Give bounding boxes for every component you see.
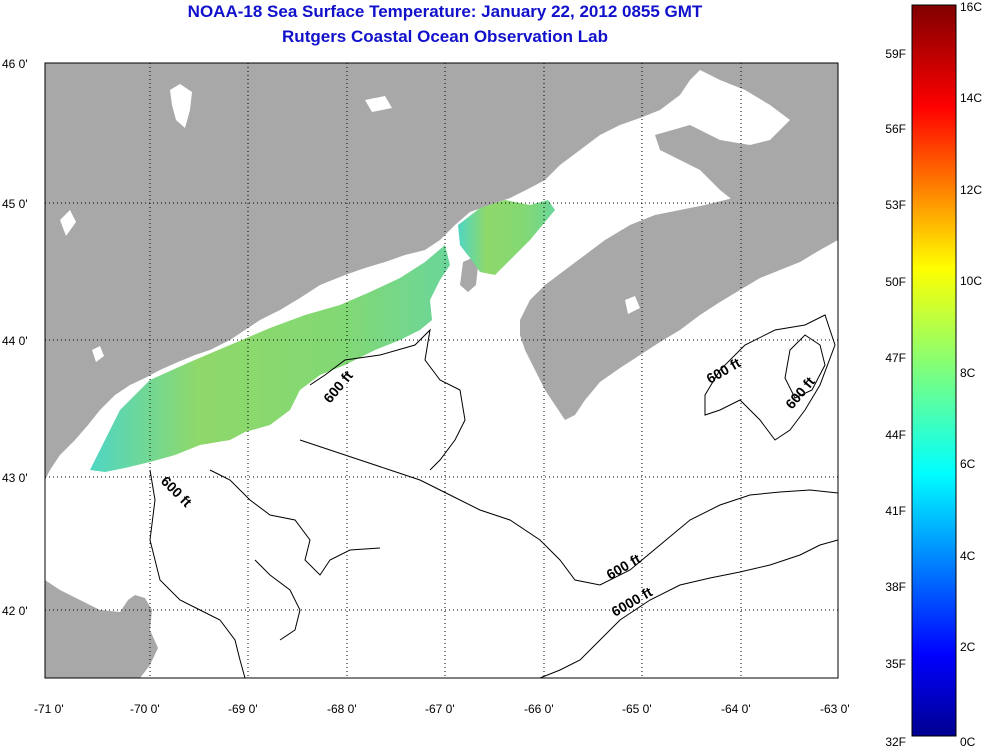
lat-label: 45 0' <box>2 197 28 211</box>
lon-label: -66 0' <box>524 702 554 716</box>
colorbar-fahrenheit-labels: 59F 56F 53F 50F 47F 44F 41F 38F 35F 32F <box>885 47 906 749</box>
colorbar-f-label: 50F <box>885 275 906 289</box>
lon-label: -69 0' <box>228 702 258 716</box>
colorbar-f-label: 44F <box>885 428 906 442</box>
lon-label: -63 0' <box>820 702 850 716</box>
lon-label: -68 0' <box>327 702 357 716</box>
graticule <box>45 62 838 678</box>
cape-cod-landmass <box>45 580 158 678</box>
map-subtitle: Rutgers Coastal Ocean Observation Lab <box>282 27 608 46</box>
colorbar-f-label: 47F <box>885 351 906 365</box>
colorbar-f-label: 56F <box>885 122 906 136</box>
nova-scotia-landmass <box>520 190 838 420</box>
lon-label: -65 0' <box>622 702 652 716</box>
colorbar-c-label: 10C <box>960 274 982 288</box>
mainland-landmass <box>45 63 838 480</box>
lon-label: -67 0' <box>425 702 455 716</box>
map-title: NOAA-18 Sea Surface Temperature: January… <box>187 2 703 21</box>
colorbar-c-label: 6C <box>960 457 976 471</box>
lat-label: 46 0' <box>2 57 28 71</box>
map-frame <box>44 62 839 679</box>
lat-label: 43 0' <box>2 471 28 485</box>
colorbar-f-label: 41F <box>885 504 906 518</box>
colorbar-c-label: 2C <box>960 640 976 654</box>
colorbar-f-label: 38F <box>885 580 906 594</box>
colorbar-c-label: 4C <box>960 549 976 563</box>
lon-label: -70 0' <box>130 702 160 716</box>
colorbar-c-label: 16C <box>960 0 982 14</box>
colorbar-c-label: 14C <box>960 91 982 105</box>
lat-label: 42 0' <box>2 604 28 618</box>
grand-manan-island <box>460 258 478 292</box>
lat-label: 44 0' <box>2 334 28 348</box>
lon-label: -64 0' <box>721 702 751 716</box>
colorbar-f-label: 59F <box>885 47 906 61</box>
colorbar-c-label: 12C <box>960 183 982 197</box>
colorbar-c-label: 8C <box>960 366 976 380</box>
colorbar-c-label: 0C <box>960 735 976 749</box>
sst-swath-main <box>90 245 450 472</box>
colorbar-f-label: 53F <box>885 198 906 212</box>
colorbar <box>911 4 957 737</box>
lon-label: -71 0' <box>34 702 64 716</box>
colorbar-f-label: 35F <box>885 657 906 671</box>
pei-landmass <box>800 63 838 110</box>
sst-swath-bay <box>458 200 555 275</box>
bathymetry-contours <box>149 314 838 678</box>
colorbar-f-label: 32F <box>885 735 906 749</box>
inland-lakes <box>60 84 640 362</box>
colorbar-celsius-labels: 16C 14C 12C 10C 8C 6C 4C 2C 0C <box>960 0 982 749</box>
